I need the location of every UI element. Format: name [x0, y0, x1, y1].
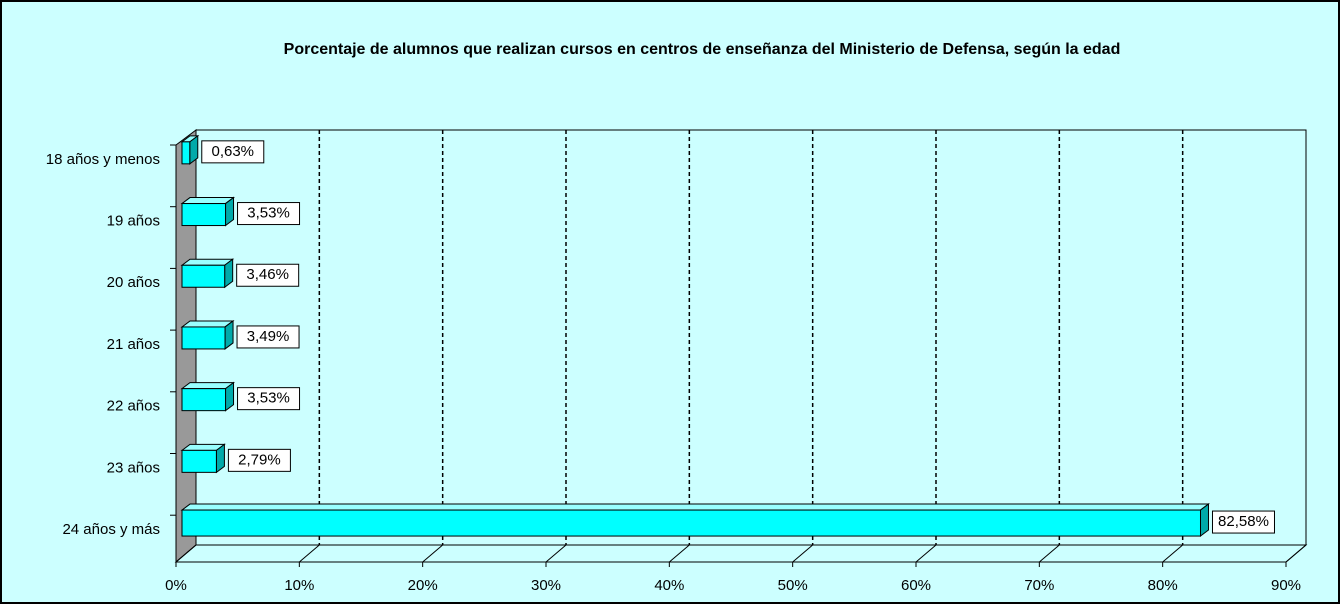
x-tick-label: 80%: [1148, 577, 1178, 594]
x-tick-label: 70%: [1024, 577, 1054, 594]
chart-title: Porcentaje de alumnos que realizan curso…: [283, 41, 1121, 58]
floor-grid-line: [1285, 544, 1307, 563]
floor-grid-line: [299, 544, 320, 563]
y-tick-label: 21 años: [107, 336, 160, 353]
bar: [181, 449, 217, 473]
bar: [181, 326, 226, 350]
floor-grid-line: [1039, 544, 1060, 563]
value-label-box: [237, 202, 301, 226]
floor-grid-line: [545, 544, 567, 563]
x-tick-label: 10%: [284, 577, 314, 594]
bar: [181, 264, 226, 288]
floor-grid-line: [422, 544, 443, 563]
value-label: 3,53%: [247, 390, 290, 407]
y-tick-label: 23 años: [107, 459, 160, 476]
value-label: 3,46%: [246, 266, 289, 283]
floor-grid-line: [175, 544, 197, 563]
floor-grid-line: [1162, 544, 1183, 563]
y-tick-label: 22 años: [107, 398, 160, 415]
bar-top: [180, 320, 235, 328]
x-tick-label: 0%: [165, 577, 187, 594]
back-wall: [195, 129, 1307, 546]
value-label: 3,53%: [247, 205, 290, 222]
bar-top: [180, 503, 1210, 511]
floor-grid-line: [915, 544, 937, 563]
x-tick-label: 20%: [408, 577, 438, 594]
y-tick-label: 19 años: [107, 213, 160, 230]
value-label: 3,49%: [247, 328, 290, 345]
value-label-box: [227, 448, 291, 472]
floor-grid-line: [669, 544, 690, 563]
value-label-box: [1211, 510, 1275, 534]
y-tick-label: 18 años y menos: [46, 151, 160, 168]
bar-top: [180, 197, 236, 205]
x-tick-label: 60%: [901, 577, 931, 594]
floor-grid-line: [792, 544, 813, 563]
x-tick-label: 50%: [778, 577, 808, 594]
bar: [181, 388, 227, 412]
y-tick-label: 20 años: [107, 274, 160, 291]
value-label-box: [236, 325, 300, 349]
floor: [174, 544, 1308, 563]
value-label-box: [236, 263, 300, 287]
bar: [181, 509, 1201, 537]
bar-top: [180, 382, 236, 390]
bar: [181, 203, 227, 227]
x-tick-label: 40%: [654, 577, 684, 594]
bar: [181, 141, 191, 165]
y-tick-label: 24 años y más: [62, 521, 160, 538]
x-tick-label: 30%: [531, 577, 561, 594]
x-tick-label: 90%: [1271, 577, 1301, 594]
value-label: 0,63%: [211, 143, 254, 160]
value-label: 82,58%: [1218, 513, 1269, 530]
value-label: 2,79%: [238, 451, 281, 468]
bar-side: [1199, 503, 1209, 538]
value-label-box: [237, 387, 301, 411]
value-label-box: [201, 140, 265, 164]
